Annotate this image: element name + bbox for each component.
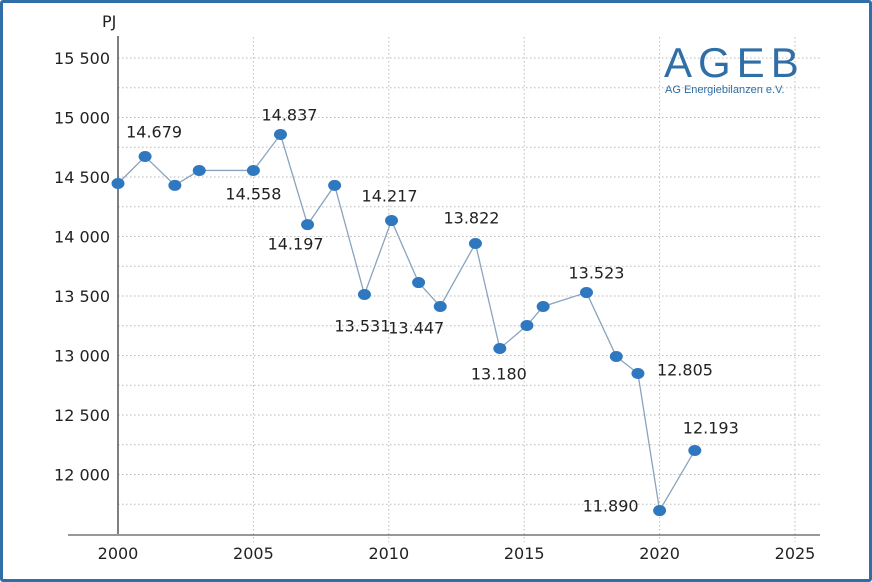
- tick-labels: 2000 2005 2010 2015 2020 2025 12 000 12 500 13 0…: [54, 49, 815, 563]
- data-point: [111, 178, 125, 190]
- y-tick-label: 13 500: [54, 287, 110, 306]
- data-label: 14.197: [268, 235, 324, 254]
- data-label: 14.837: [261, 106, 317, 125]
- data-point: [357, 288, 371, 300]
- data-label: 13.822: [443, 209, 499, 228]
- data-label: 13.447: [388, 318, 444, 337]
- data-label: 11.890: [583, 497, 639, 516]
- data-label: 14.558: [225, 184, 281, 203]
- data-point: [631, 367, 645, 379]
- data-point: [520, 320, 534, 332]
- y-tick-label: 14 000: [54, 228, 110, 247]
- data-point: [301, 219, 315, 231]
- data-point: [536, 300, 550, 312]
- series: [111, 129, 702, 517]
- logo-subtitle: AG Energiebilanzen e.V.: [665, 84, 785, 96]
- ageb-logo: AGEB AG Energiebilanzen e.V.: [664, 39, 805, 97]
- data-point: [273, 129, 287, 141]
- data-point: [609, 350, 623, 362]
- data-label: 14.217: [362, 187, 418, 206]
- x-tick-label: 2010: [368, 544, 409, 563]
- y-tick-label: 12 500: [54, 406, 110, 425]
- y-tick-label: 13 000: [54, 347, 110, 366]
- y-tick-label: 15 500: [54, 49, 110, 68]
- x-tick-label: 2025: [775, 544, 816, 563]
- data-point: [433, 300, 447, 312]
- data-point: [246, 164, 260, 176]
- data-point: [468, 238, 482, 250]
- x-tick-label: 2015: [504, 544, 545, 563]
- y-tick-label: 15 000: [54, 109, 110, 128]
- data-point: [328, 179, 342, 191]
- y-tick-label: 14 500: [54, 168, 110, 187]
- data-point: [192, 164, 206, 176]
- data-labels: 14.679 14.558 14.837 14.197 13.531 14.217 13.4…: [126, 106, 739, 516]
- data-label: 14.679: [126, 123, 182, 142]
- data-label: 12.805: [657, 360, 713, 379]
- data-point: [493, 342, 507, 354]
- data-point: [688, 444, 702, 456]
- x-tick-label: 2000: [98, 544, 139, 563]
- data-point: [412, 277, 426, 289]
- data-point: [168, 179, 182, 191]
- x-tick-label: 2020: [639, 544, 680, 563]
- data-label: 12.193: [683, 418, 739, 437]
- data-label: 13.531: [334, 316, 390, 335]
- y-axis-label: PJ: [102, 12, 116, 31]
- data-label: 13.180: [471, 364, 527, 383]
- data-point: [579, 287, 593, 299]
- axes: [68, 36, 820, 536]
- grid: [118, 37, 820, 542]
- logo-name: AGEB: [664, 39, 805, 86]
- data-point: [138, 151, 152, 163]
- x-tick-label: 2005: [233, 544, 274, 563]
- data-point: [653, 505, 667, 517]
- data-point: [385, 215, 399, 227]
- data-label: 13.523: [568, 264, 624, 283]
- y-tick-label: 12 000: [54, 466, 110, 485]
